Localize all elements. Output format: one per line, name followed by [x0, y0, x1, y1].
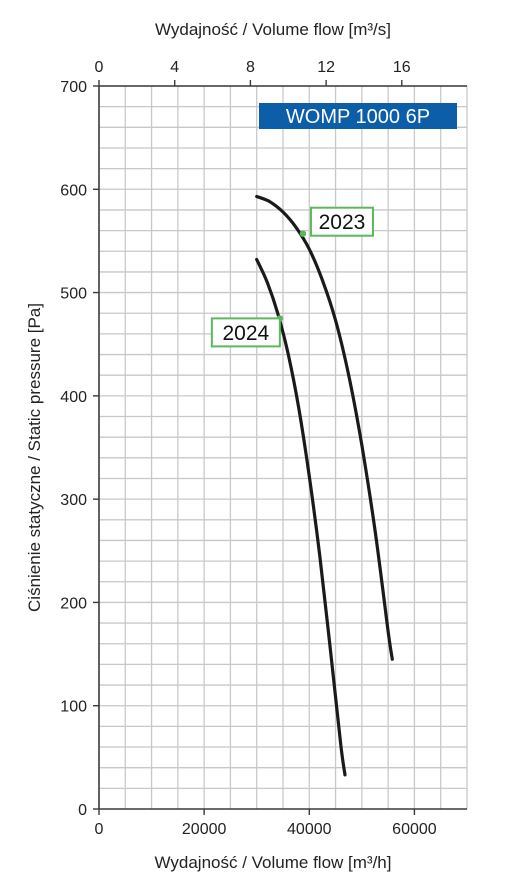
- top-tick-label: 12: [317, 59, 335, 76]
- model-badge-background: [259, 103, 457, 129]
- top-tick-label: 16: [393, 59, 411, 76]
- y-tick-label: 600: [60, 182, 87, 199]
- series-line-2024: [255, 257, 347, 777]
- top-axis-title: Wydajność / Volume flow [m³/s]: [155, 20, 391, 39]
- y-tick-label: 300: [60, 492, 87, 509]
- series-callout-label: 2023: [319, 211, 366, 234]
- callouts: 2023 2024: [210, 206, 374, 348]
- series-line-2023: [255, 194, 394, 661]
- series-callout-box: [309, 206, 374, 237]
- model-badge-label: WOMP 1000 6P: [286, 106, 430, 128]
- y-tick-label: 500: [60, 286, 87, 303]
- x-tick-label: 40000: [287, 821, 332, 838]
- x-tick-label: 0: [95, 821, 104, 838]
- y-tick-label: 0: [78, 802, 87, 819]
- y-tick-label: 700: [60, 79, 87, 96]
- series-marker-2023: [299, 230, 307, 237]
- x-tick-label: 60000: [392, 821, 437, 838]
- y-tick-label: 200: [60, 595, 87, 612]
- top-tick-label: 4: [170, 59, 179, 76]
- bottom-axis-title: Wydajność / Volume flow [m³/h]: [155, 853, 392, 872]
- grid: [99, 85, 468, 809]
- curves: [255, 194, 394, 777]
- top-tick-label: 0: [95, 59, 104, 76]
- axes: 0 100 200 300 400 500 600 700 0 20000 40000 60000 0 4…: [60, 59, 467, 838]
- top-tick-label: 8: [246, 59, 255, 76]
- x-tick-label: 20000: [182, 821, 227, 838]
- series-callout-box: [210, 317, 281, 348]
- y-tick-label: 400: [60, 389, 87, 406]
- series-callout-label: 2024: [222, 322, 269, 345]
- left-axis-title: Ciśnienie statyczne / Static pressure [P…: [25, 303, 44, 612]
- model-badge: WOMP 1000 6P: [259, 103, 457, 129]
- y-tick-label: 100: [60, 699, 87, 716]
